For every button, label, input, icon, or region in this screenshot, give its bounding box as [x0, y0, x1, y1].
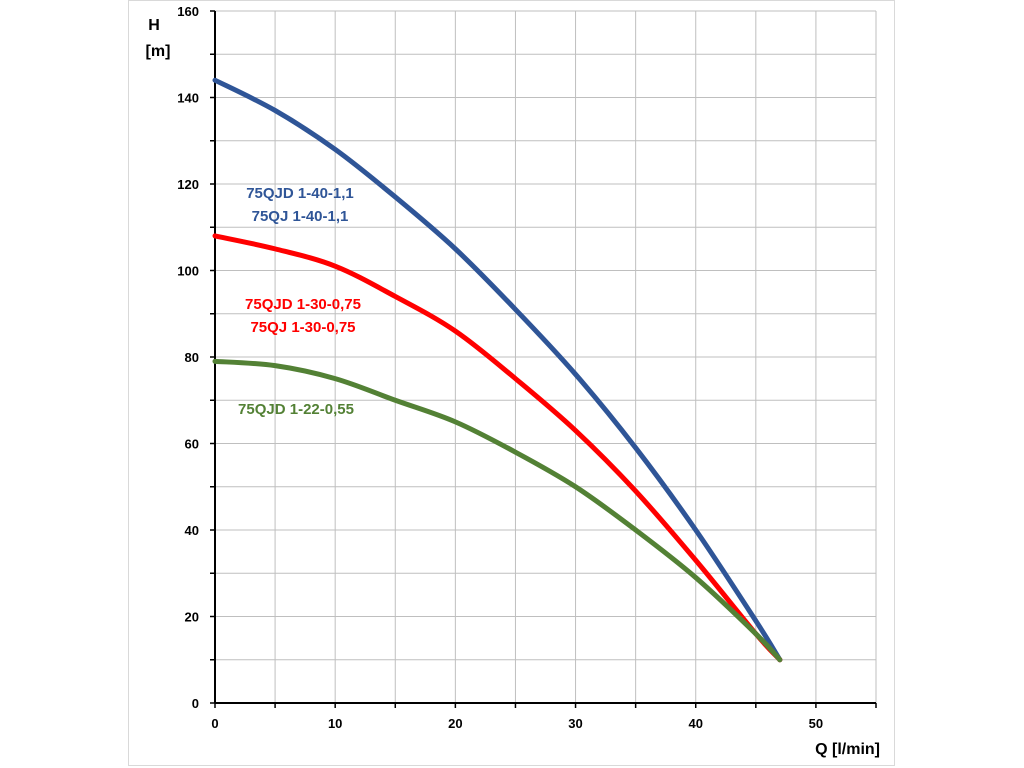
y-axis-title-line1: H	[148, 17, 160, 34]
axes: 0 20 40 60 80 100 120 140 160 0 10 20 30 40 50	[177, 4, 877, 731]
y-tick-label: 40	[185, 523, 199, 538]
y-tick-label: 140	[177, 91, 199, 106]
x-tick-label: 0	[211, 716, 218, 731]
x-tick-label: 20	[448, 716, 462, 731]
y-tick-label: 120	[177, 177, 199, 192]
x-tick-label: 10	[328, 716, 342, 731]
series-label: 75QJ 1-40-1,1	[252, 208, 349, 225]
series-label: 75QJD 1-40-1,1	[246, 185, 354, 202]
series-lines	[212, 77, 783, 663]
y-tick-label: 80	[185, 350, 199, 365]
series-label: 75QJD 1-22-0,55	[238, 401, 354, 418]
series-line-75qjd-1-22	[212, 358, 783, 663]
y-tick-label: 20	[185, 610, 199, 625]
y-tick-label: 160	[177, 4, 199, 19]
series-labels: 75QJD 1-40-1,1 75QJ 1-40-1,1 75QJD 1-30-0,…	[238, 185, 361, 418]
series-label: 75QJ 1-30-0,75	[250, 319, 355, 336]
x-axis-title: Q [l/min]	[815, 741, 880, 758]
y-tick-label: 100	[177, 264, 199, 279]
gridlines	[215, 10, 877, 703]
y-axis-title-line2: [m]	[146, 43, 171, 60]
y-tick-label: 0	[192, 696, 199, 711]
chart-frame	[128, 0, 895, 766]
series-line-75qjd-1-30	[212, 233, 783, 663]
series-label: 75QJD 1-30-0,75	[245, 296, 361, 313]
x-tick-label: 50	[809, 716, 823, 731]
series-line-75qjd-1-40	[212, 77, 783, 663]
x-tick-label: 40	[688, 716, 702, 731]
x-tick-label: 30	[568, 716, 582, 731]
y-tick-label: 60	[185, 437, 199, 452]
